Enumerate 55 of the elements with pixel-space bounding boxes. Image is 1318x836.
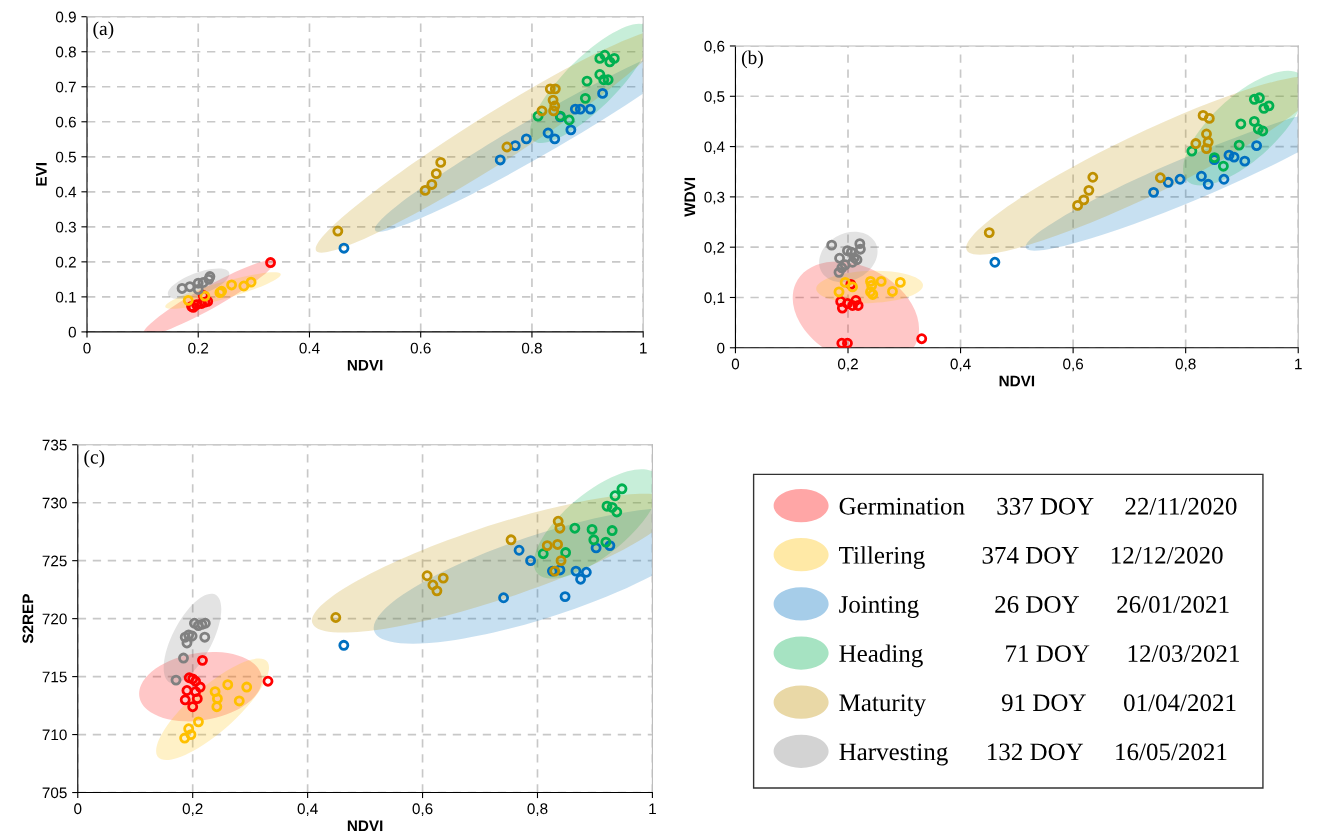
y-tick-label: 0.5: [55, 151, 76, 163]
y-tick-label: 0,5: [704, 91, 725, 104]
y-tick-label: 0.8: [55, 46, 76, 58]
y-tick-label: 730: [42, 497, 67, 509]
y-tick-label: 0,6: [704, 40, 725, 54]
chart-title: (c): [84, 449, 105, 468]
y-tick-label: 0.4: [55, 186, 77, 198]
x-tick-label: 0.6: [410, 342, 431, 354]
y-tick-label: 715: [42, 671, 67, 683]
y-tick-label: 0: [68, 326, 76, 338]
y-tick-label: 0.3: [55, 221, 76, 233]
legend-label: Tillering 374 DOY 12/12/2020: [839, 546, 1223, 569]
x-tick-label: 0.8: [521, 342, 542, 354]
y-tick-label: 0,2: [704, 242, 725, 255]
x-axis-title: NDVI: [347, 820, 383, 832]
y-tick-label: 720: [42, 613, 67, 625]
x-tick-label: 0,4: [950, 358, 971, 372]
y-tick-label: 0.7: [55, 81, 76, 93]
x-tick-label: 0,6: [1063, 358, 1084, 372]
y-tick-label: 0.1: [55, 291, 76, 303]
chart-title: (a): [93, 21, 114, 40]
x-tick-label: 0,8: [1175, 358, 1196, 372]
y-tick-label: 0.9: [55, 11, 76, 23]
x-tick-label: 0,2: [837, 358, 858, 372]
y-tick-label: 0.6: [55, 116, 76, 128]
legend-label: Maturity 91 DOY 01/04/2021: [839, 694, 1236, 717]
y-tick-label: 0,3: [704, 191, 725, 205]
legend-label: Jointing 26 DOY 26/01/2021: [839, 596, 1229, 619]
x-tick-label: 1: [1295, 358, 1302, 370]
y-tick-label: 705: [42, 787, 67, 799]
y-tick-label: 0,1: [704, 292, 725, 305]
x-tick-label: 0,8: [527, 803, 548, 816]
x-tick-label: 0,4: [297, 803, 318, 816]
y-tick-label: 0,4: [704, 141, 725, 155]
x-tick-label: 1: [640, 342, 647, 354]
y-axis-title: WDVI: [684, 177, 696, 217]
legend-label: Heading 71 DOY 12/03/2021: [839, 644, 1239, 668]
y-tick-label: 0.2: [55, 256, 76, 268]
y-tick-label: 725: [42, 555, 67, 567]
y-axis-title: EVI: [36, 163, 47, 186]
x-tick-label: 0.4: [299, 342, 320, 354]
chart-title: (b): [741, 50, 763, 69]
y-axis-title: S2REP: [22, 594, 34, 644]
legend-label: Harvesting 132 DOY 16/05/2021: [839, 743, 1227, 766]
x-tick-label: 0,2: [182, 803, 203, 816]
y-tick-label: 735: [42, 439, 67, 451]
x-tick-label: 0: [731, 358, 740, 370]
y-tick-label: 710: [42, 729, 67, 741]
x-tick-label: 0.2: [188, 342, 209, 354]
x-tick-label: 0: [83, 342, 91, 354]
x-tick-label: 1: [649, 803, 656, 815]
x-axis-title: NDVI: [999, 375, 1035, 387]
x-axis-title: NDVI: [347, 359, 383, 371]
legend-label: Germination 337 DOY 22/11/2020: [839, 497, 1237, 515]
x-tick-label: 0,6: [412, 803, 433, 816]
